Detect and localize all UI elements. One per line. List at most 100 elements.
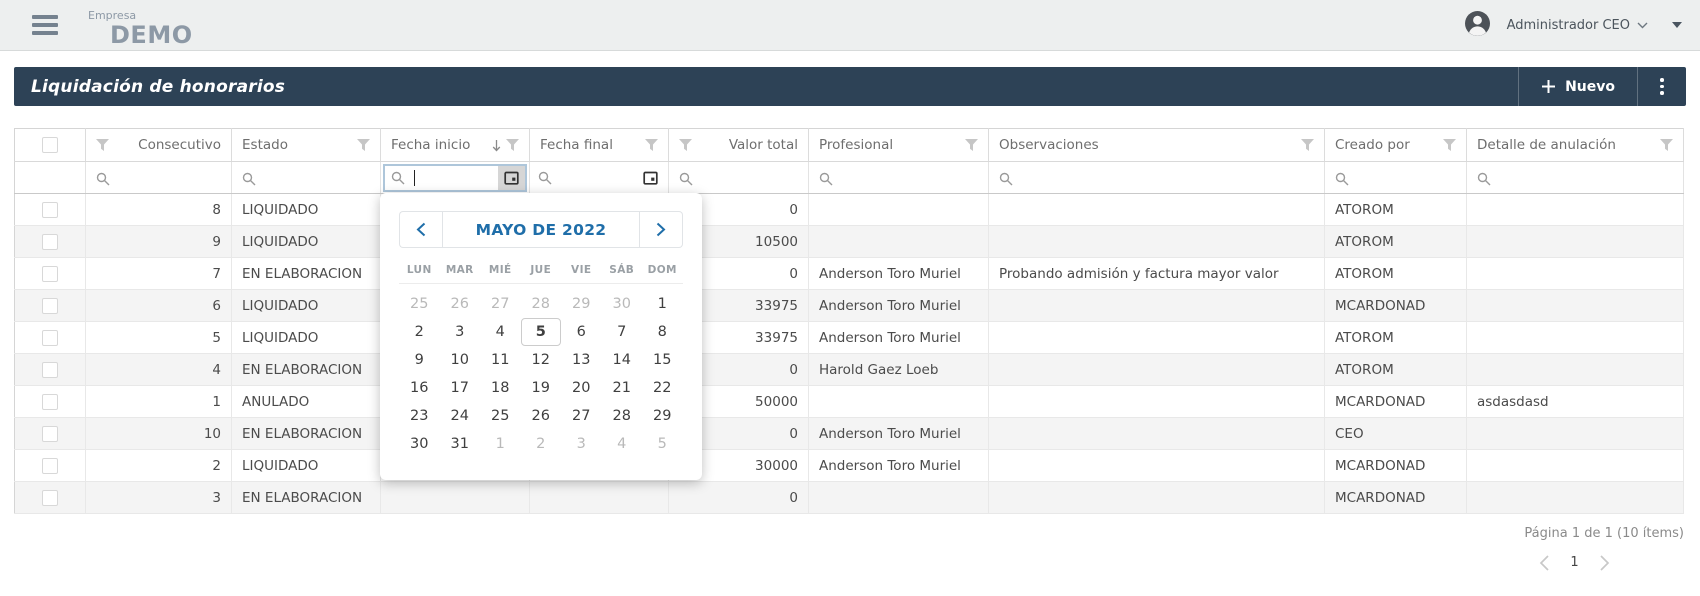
- row-checkbox[interactable]: [42, 265, 58, 282]
- calendar-day[interactable]: 20: [572, 380, 591, 396]
- row-checkbox[interactable]: [42, 201, 58, 218]
- calendar-next-button[interactable]: [640, 211, 683, 248]
- row-checkbox[interactable]: [42, 425, 58, 442]
- row-checkbox[interactable]: [42, 393, 58, 410]
- calendar-day[interactable]: 3: [455, 324, 465, 340]
- calendar-day[interactable]: 4: [617, 436, 627, 452]
- table-row[interactable]: 3 EN ELABORACION 0 MCARDONAD: [14, 481, 1684, 514]
- calendar-day[interactable]: 9: [414, 352, 424, 368]
- calendar-day[interactable]: 13: [572, 352, 591, 368]
- table-row[interactable]: 10 EN ELABORACION 0 Anderson Toro Muriel CEO: [14, 417, 1684, 450]
- column-header-detalle-anulacion[interactable]: Detalle de anulación: [1466, 128, 1684, 162]
- calendar-day[interactable]: 3: [576, 436, 586, 452]
- filter-icon[interactable]: [679, 139, 692, 151]
- calendar-day[interactable]: 4: [495, 324, 505, 340]
- calendar-day[interactable]: 23: [410, 408, 429, 424]
- filter-estado[interactable]: [231, 161, 381, 194]
- row-checkbox[interactable]: [42, 361, 58, 378]
- calendar-day[interactable]: 27: [491, 296, 510, 312]
- calendar-day[interactable]: 28: [531, 296, 550, 312]
- filter-icon[interactable]: [357, 139, 370, 151]
- filter-icon[interactable]: [645, 139, 658, 151]
- pager-prev-button[interactable]: [1539, 554, 1550, 571]
- row-checkbox[interactable]: [42, 297, 58, 314]
- calendar-day[interactable]: 31: [450, 436, 469, 452]
- row-checkbox[interactable]: [42, 489, 58, 506]
- brand-logo[interactable]: Empresa DEMO: [86, 3, 193, 47]
- column-header-fecha-inicio[interactable]: Fecha inicio: [380, 128, 530, 162]
- filter-detalle-anulacion[interactable]: [1466, 161, 1684, 194]
- filter-icon[interactable]: [96, 139, 109, 151]
- calendar-day[interactable]: 7: [617, 324, 627, 340]
- column-header-estado[interactable]: Estado: [231, 128, 381, 162]
- pager-page-1[interactable]: 1: [1562, 550, 1587, 575]
- table-row[interactable]: 9 LIQUIDADO 10500 ATOROM: [14, 225, 1684, 258]
- calendar-day[interactable]: 5: [657, 436, 667, 452]
- row-checkbox[interactable]: [42, 233, 58, 250]
- column-header-fecha-final[interactable]: Fecha final: [529, 128, 669, 162]
- calendar-day[interactable]: 27: [572, 408, 591, 424]
- calendar-day[interactable]: 26: [531, 408, 550, 424]
- column-header-profesional[interactable]: Profesional: [808, 128, 989, 162]
- calendar-day[interactable]: 22: [653, 380, 672, 396]
- table-row[interactable]: 8 LIQUIDADO 0 ATOROM: [14, 193, 1684, 226]
- calendar-day[interactable]: 25: [491, 408, 510, 424]
- user-avatar-icon[interactable]: [1464, 10, 1491, 41]
- calendar-day[interactable]: 24: [450, 408, 469, 424]
- calendar-day[interactable]: 21: [612, 380, 631, 396]
- row-checkbox[interactable]: [42, 457, 58, 474]
- calendar-day[interactable]: 19: [531, 380, 550, 396]
- calendar-day[interactable]: 16: [410, 380, 429, 396]
- calendar-day[interactable]: 29: [572, 296, 591, 312]
- select-all-checkbox[interactable]: [42, 137, 58, 153]
- calendar-day[interactable]: 14: [612, 352, 631, 368]
- table-row[interactable]: 1 ANULADO 50000 MCARDONAD asdasdasd: [14, 385, 1684, 418]
- filter-icon[interactable]: [506, 139, 519, 151]
- calendar-day[interactable]: 2: [414, 324, 424, 340]
- calendar-day[interactable]: 18: [491, 380, 510, 396]
- calendar-day[interactable]: 2: [536, 436, 546, 452]
- calendar-title[interactable]: MAYO DE 2022: [442, 211, 640, 248]
- calendar-day[interactable]: 11: [491, 352, 510, 368]
- calendar-day[interactable]: 6: [576, 324, 586, 340]
- calendar-prev-button[interactable]: [399, 211, 442, 248]
- new-button[interactable]: Nuevo: [1518, 67, 1637, 106]
- filter-valor-total[interactable]: [668, 161, 809, 194]
- hamburger-menu-icon[interactable]: [30, 11, 60, 39]
- calendar-day[interactable]: 15: [653, 352, 672, 368]
- calendar-day[interactable]: 30: [410, 436, 429, 452]
- filter-icon[interactable]: [965, 139, 978, 151]
- calendar-day[interactable]: 8: [657, 324, 667, 340]
- table-row[interactable]: 2 LIQUIDADO 30000 Anderson Toro Muriel MCARD…: [14, 449, 1684, 482]
- dropdown-caret-icon[interactable]: [1672, 22, 1682, 28]
- fecha-final-filter-input[interactable]: [538, 164, 660, 192]
- calendar-day[interactable]: 10: [450, 352, 469, 368]
- row-checkbox[interactable]: [42, 329, 58, 346]
- calendar-day[interactable]: 26: [450, 296, 469, 312]
- filter-creado-por[interactable]: [1324, 161, 1467, 194]
- filter-consecutivo[interactable]: [85, 161, 232, 194]
- column-header-creado-por[interactable]: Creado por: [1324, 128, 1467, 162]
- table-row[interactable]: 4 EN ELABORACION 0 Harold Gaez Loeb ATOROM: [14, 353, 1684, 386]
- table-row[interactable]: 6 LIQUIDADO 33975 Anderson Toro Muriel MCARD…: [14, 289, 1684, 322]
- column-header-valor-total[interactable]: Valor total: [668, 128, 809, 162]
- filter-icon[interactable]: [1660, 139, 1673, 151]
- filter-icon[interactable]: [1301, 139, 1314, 151]
- filter-profesional[interactable]: [808, 161, 989, 194]
- filter-icon[interactable]: [1443, 139, 1456, 151]
- filter-observaciones[interactable]: [988, 161, 1325, 194]
- user-menu-button[interactable]: Administrador CEO: [1501, 17, 1654, 34]
- column-header-consecutivo[interactable]: Consecutivo: [85, 128, 232, 162]
- calendar-day-today[interactable]: 5: [520, 318, 561, 346]
- fecha-final-calendar-button[interactable]: [641, 170, 660, 185]
- calendar-day[interactable]: 17: [450, 380, 469, 396]
- table-row[interactable]: 7 EN ELABORACION 0 Anderson Toro Muriel Prob…: [14, 257, 1684, 290]
- fecha-inicio-filter-input[interactable]: [383, 163, 527, 192]
- calendar-day[interactable]: 28: [612, 408, 631, 424]
- calendar-day[interactable]: 29: [653, 408, 672, 424]
- table-row[interactable]: 5 LIQUIDADO 33975 Anderson Toro Muriel ATORO…: [14, 321, 1684, 354]
- calendar-day[interactable]: 1: [657, 296, 667, 312]
- column-header-observaciones[interactable]: Observaciones: [988, 128, 1325, 162]
- calendar-day[interactable]: 30: [612, 296, 631, 312]
- fecha-inicio-calendar-button[interactable]: [498, 165, 525, 190]
